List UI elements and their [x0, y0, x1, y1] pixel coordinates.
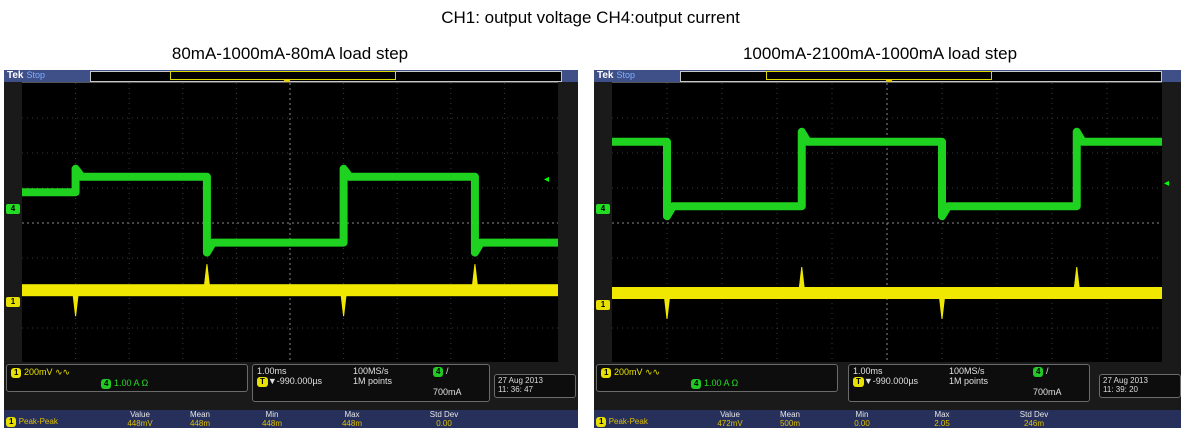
ch1-transient-spike — [663, 292, 671, 320]
ch1-ground-marker[interactable]: 1 — [6, 297, 20, 307]
measurement-bar[interactable]: 1 Peak-Peak Value 448mV Mean 448m Min 448m … — [4, 410, 578, 428]
sample-rate-value: 100MS/s — [949, 366, 985, 376]
ch4-current-trace — [612, 127, 1162, 221]
delay-icon: T — [853, 377, 864, 387]
scope-title-left: 80mA-1000mA-80mA load step — [171, 44, 409, 63]
meas-type: Peak-Peak — [18, 417, 58, 426]
brand-label: Tek — [597, 70, 614, 81]
status-area: 1 200mV ∿∿ 4 1.00 A Ω 1.00ms 100MS/s T ▼-… — [594, 362, 1181, 428]
trigger-source-badge: 4 — [1033, 367, 1044, 377]
ch4-badge: 4 — [101, 379, 112, 389]
acq-state: Stop — [616, 70, 636, 80]
channel-scale-box[interactable]: 1 200mV ∿∿ 4 1.00 A Ω — [6, 364, 248, 392]
meas-col-max: Max 2.05 — [934, 410, 950, 428]
meas-col-mean: Mean 500m — [779, 410, 800, 428]
ch1-transient-spike — [340, 289, 348, 317]
grid-lines — [612, 83, 1162, 363]
meas-col-stddev: Std Dev 246m — [1019, 410, 1049, 428]
meas-type: Peak-Peak — [608, 417, 648, 426]
ch1-transient-spike — [72, 289, 80, 317]
ch4-current-trace — [22, 164, 558, 257]
ch1-badge: 1 — [11, 368, 22, 378]
date-value: 27 Aug 2013 — [1103, 376, 1148, 385]
ch1-transient-spike — [471, 264, 479, 291]
delay-value: ▼-990.000µs — [863, 376, 919, 386]
trigger-slope-icon: / — [445, 366, 449, 376]
meas-col-value: Value 448mV — [127, 410, 153, 428]
meas-ch1-badge: 1 — [596, 417, 607, 427]
meas-col-min: Min 448m — [261, 410, 282, 428]
ch1-badge: 1 — [601, 368, 612, 378]
timebase-value: 1.00ms — [257, 366, 287, 376]
ch1-transient-spike — [1073, 266, 1081, 294]
record-view-window[interactable] — [766, 71, 992, 80]
ohm-icon: Ω — [731, 378, 739, 388]
meas-col-min: Min 0.00 — [854, 410, 870, 428]
ch1-transient-spike — [938, 292, 946, 320]
page-title: CH1: output voltage CH4:output current — [441, 8, 740, 27]
ch4-scale: 1.00 A — [113, 378, 139, 388]
trigger-level-arrow[interactable]: ◂ — [1164, 178, 1170, 189]
meas-col-max: Max 448m — [341, 410, 362, 428]
meas-col-value: Value 472mV — [717, 410, 743, 428]
delay-value: ▼-990.000µs — [267, 376, 323, 386]
time-value: 11: 36: 47 — [498, 385, 533, 394]
ch4-ground-marker[interactable]: 4 — [6, 204, 20, 214]
scope-topbar: Tek Stop — [4, 70, 578, 82]
ch4-badge: 4 — [691, 379, 702, 389]
ch1-ground-marker[interactable]: 1 — [596, 300, 610, 310]
tek-logo: Tek Stop — [597, 70, 635, 81]
date-value: 27 Aug 2013 — [498, 376, 543, 385]
scope-title-right: 1000mA-2100mA-1000mA load step — [742, 44, 1018, 63]
ch1-voltage-trace — [22, 284, 558, 297]
date-time-box: 27 Aug 2013 11: 36: 47 — [494, 374, 576, 398]
time-value: 11: 39: 20 — [1103, 385, 1138, 394]
bw-limit-icon: ∿∿ — [645, 367, 661, 377]
trigger-slope-icon: / — [1045, 366, 1049, 376]
channel-scale-box[interactable]: 1 200mV ∿∿ 4 1.00 A Ω — [596, 364, 838, 392]
trigger-source-badge: 4 — [433, 367, 444, 377]
ohm-icon: Ω — [141, 378, 149, 388]
trigger-level-arrow[interactable]: ◂ — [544, 174, 550, 185]
date-time-box: 27 Aug 2013 11: 39: 20 — [1099, 374, 1181, 398]
ch4-scale: 1.00 A — [703, 378, 729, 388]
meas-col-stddev: Std Dev 0.00 — [429, 410, 459, 428]
trigger-level-value: 700mA — [433, 387, 462, 397]
delay-icon: T — [257, 377, 268, 387]
measurement-bar[interactable]: 1 Peak-Peak Value 472mV Mean 500m Min 0.00 … — [594, 410, 1181, 428]
record-length-value: 1M points — [949, 376, 989, 386]
status-area: 1 200mV ∿∿ 4 1.00 A Ω 1.00ms 100MS/s T ▼-… — [4, 362, 578, 428]
tek-logo: Tek Stop — [7, 70, 45, 81]
graticule — [22, 82, 558, 364]
timebase-value: 1.00ms — [853, 366, 883, 376]
scope-topbar: Tek Stop — [594, 70, 1181, 82]
acq-state: Stop — [26, 70, 46, 80]
record-length-value: 1M points — [353, 376, 393, 386]
graticule — [612, 82, 1162, 364]
waveform-display — [612, 83, 1162, 363]
ch1-scale: 200mV — [613, 367, 643, 377]
ch1-voltage-trace — [612, 287, 1162, 299]
meas-col-mean: Mean 448m — [189, 410, 210, 428]
meas-ch1-badge: 1 — [6, 417, 17, 427]
trigger-level-value: 700mA — [1033, 387, 1062, 397]
sample-rate-value: 100MS/s — [353, 366, 389, 376]
ch1-scale: 200mV — [23, 367, 53, 377]
waveform-display — [22, 83, 558, 363]
ch4-ground-marker[interactable]: 4 — [596, 204, 610, 214]
ch1-transient-spike — [203, 264, 211, 291]
bw-limit-icon: ∿∿ — [55, 367, 71, 377]
timebase-box[interactable]: 1.00ms 100MS/s T ▼-990.000µs 1M points 4 … — [848, 364, 1090, 402]
timebase-box[interactable]: 1.00ms 100MS/s T ▼-990.000µs 1M points 4 … — [252, 364, 490, 402]
ch1-transient-spike — [798, 266, 806, 294]
brand-label: Tek — [7, 70, 24, 81]
